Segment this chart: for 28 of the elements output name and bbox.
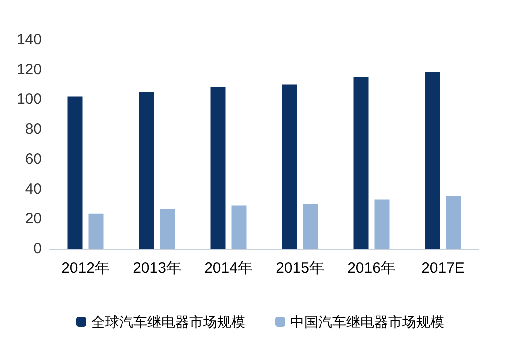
bar [160, 209, 176, 249]
x-tick-label: 2017E [422, 260, 465, 277]
bar [354, 77, 369, 249]
bar [425, 72, 440, 249]
x-tick-label: 2012年 [62, 260, 110, 277]
legend-label: 中国汽车继电器市场规模 [290, 314, 444, 330]
bar [68, 96, 83, 249]
y-tick-label: 120 [16, 61, 42, 78]
legend-label: 全球汽车继电器市场规模 [92, 314, 246, 330]
bar [232, 206, 247, 249]
y-tick-label: 60 [25, 150, 42, 168]
bar [210, 87, 226, 249]
y-tick-label: 20 [25, 210, 42, 228]
bar [139, 92, 154, 249]
x-tick-label: 2016年 [348, 260, 396, 277]
bar [374, 200, 390, 249]
y-tick-label: 100 [16, 91, 42, 108]
y-tick-label: 80 [25, 121, 42, 138]
bar [446, 196, 462, 249]
bar [282, 84, 298, 249]
x-tick-label: 2013年 [133, 260, 182, 277]
bar [88, 214, 104, 249]
bar [303, 204, 318, 249]
y-tick-label: 140 [16, 32, 42, 48]
y-tick-label: 0 [34, 240, 42, 258]
x-tick-label: 2014年 [204, 260, 253, 277]
y-tick-label: 40 [25, 180, 42, 198]
x-tick-label: 2015年 [276, 260, 324, 277]
